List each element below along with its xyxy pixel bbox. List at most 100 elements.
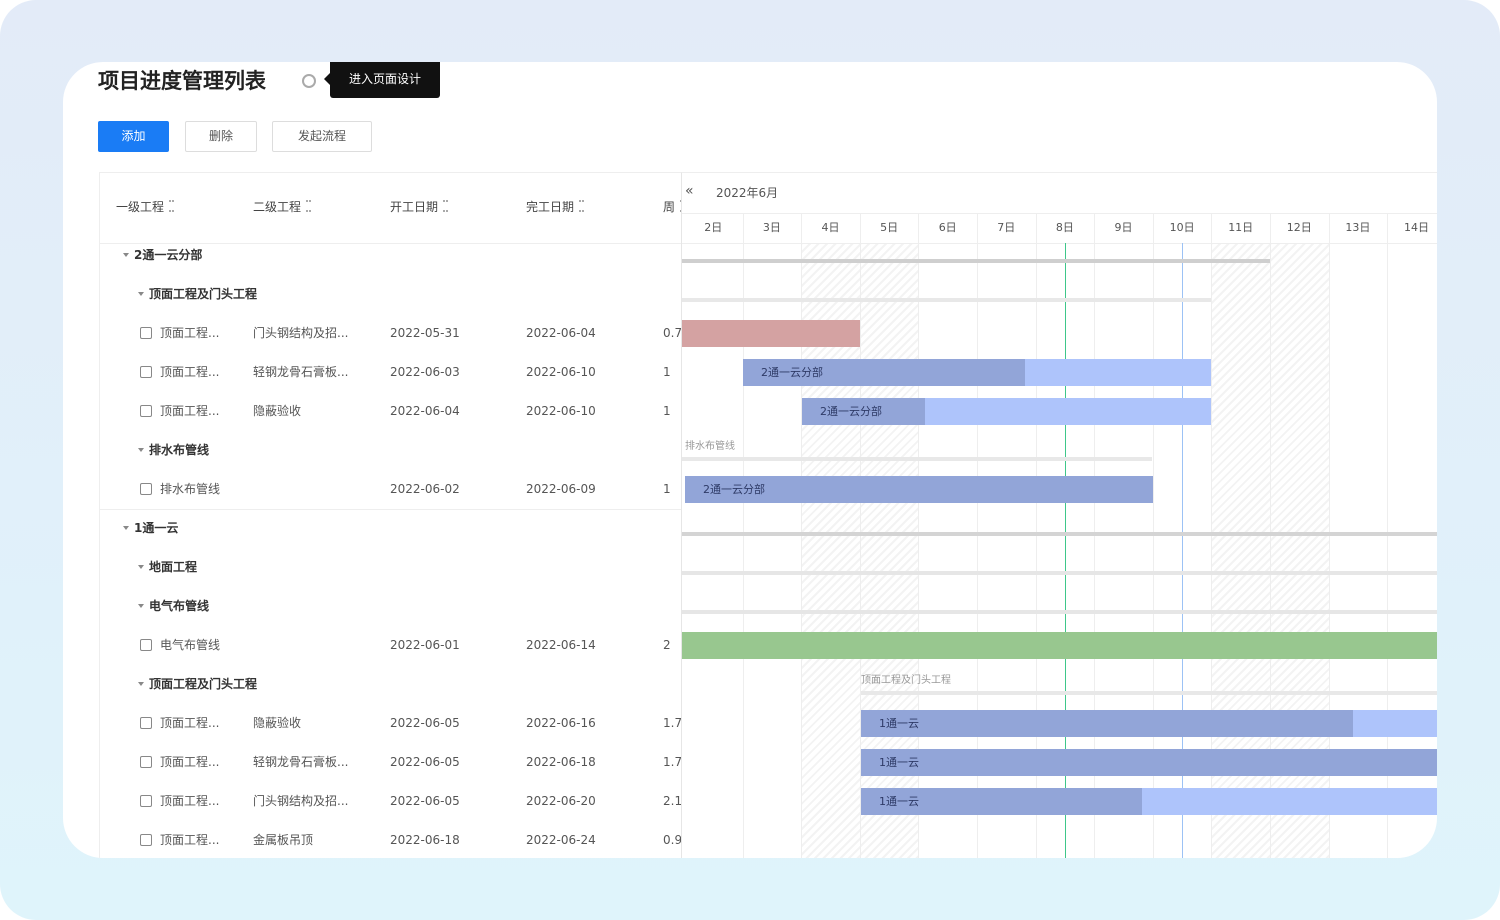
group-label: 1通一云 — [134, 521, 179, 535]
toolbar-button[interactable]: 删除 — [185, 121, 257, 152]
tree-toggle[interactable] — [138, 682, 144, 686]
table-cell: 排水布管线 — [160, 482, 221, 496]
summary-bar — [682, 571, 1437, 575]
task-progress — [861, 710, 1353, 737]
table-cell: 2022-06-04 — [390, 404, 460, 418]
bar-caption: 顶面工程及门头工程 — [861, 675, 951, 686]
column-header[interactable]: 二级工程 — [253, 200, 309, 214]
column-header[interactable]: 开工日期 — [390, 200, 446, 214]
table-cell: 轻钢龙骨石膏板... — [253, 365, 349, 379]
table-cell: 轻钢龙骨石膏板... — [253, 755, 349, 769]
column-header[interactable]: 周 — [663, 200, 681, 214]
header-divider — [100, 243, 681, 244]
tree-toggle[interactable] — [138, 565, 144, 569]
row-checkbox[interactable] — [140, 327, 152, 339]
day-label: 8日 — [1055, 221, 1074, 234]
table-cell: 1 — [663, 482, 671, 496]
task-progress — [802, 398, 925, 425]
tree-toggle[interactable] — [138, 604, 144, 608]
table-cell: 2022-06-10 — [526, 365, 596, 379]
table-cell: 1.7 — [663, 716, 681, 730]
page-title: 项目进度管理列表 — [98, 69, 266, 93]
task-progress — [743, 359, 1025, 386]
row-checkbox[interactable] — [140, 834, 152, 846]
settings-icon[interactable] — [302, 74, 316, 88]
day-label: 5日 — [880, 221, 899, 234]
header-line — [682, 243, 1437, 244]
day-label: 6日 — [938, 221, 957, 234]
table-cell: 2022-06-09 — [526, 482, 596, 496]
column-header[interactable]: 完工日期 — [526, 200, 582, 214]
tree-toggle[interactable] — [138, 448, 144, 452]
table-cell: 2 — [663, 638, 671, 652]
table-cell: 顶面工程... — [160, 833, 220, 847]
row-checkbox[interactable] — [140, 795, 152, 807]
today-line — [1065, 243, 1066, 858]
table-cell: 2022-05-31 — [390, 326, 460, 340]
day-label: 4日 — [821, 221, 840, 234]
group-label: 顶面工程及门头工程 — [149, 287, 258, 301]
table-cell: 金属板吊顶 — [253, 833, 314, 847]
tree-toggle[interactable] — [123, 526, 129, 530]
row-checkbox[interactable] — [140, 639, 152, 651]
bar-label: 1通一云 — [879, 795, 919, 808]
bar-label: 2通一云分部 — [761, 366, 823, 379]
table-cell: 2022-06-10 — [526, 404, 596, 418]
day-label: 9日 — [1114, 221, 1133, 234]
task-progress — [682, 320, 860, 347]
nav-button[interactable]: « — [685, 183, 694, 199]
task-progress — [685, 476, 1153, 503]
day-label: 2日 — [704, 221, 723, 234]
header-line — [682, 213, 1437, 214]
month-label: 2022年6月 — [716, 186, 779, 200]
row-checkbox[interactable] — [140, 405, 152, 417]
summary-bar — [682, 259, 1270, 263]
table-cell: 2022-06-18 — [390, 833, 460, 847]
tooltip: 进入页面设计 — [324, 62, 440, 98]
table-cell: 2022-06-14 — [526, 638, 596, 652]
table-cell: 顶面工程... — [160, 755, 220, 769]
group-label: 地面工程 — [149, 560, 198, 574]
table-cell: 顶面工程... — [160, 404, 220, 418]
summary-bar — [682, 457, 1152, 461]
table-cell: 电气布管线 — [160, 638, 221, 652]
table-cell: 隐蔽验收 — [253, 404, 302, 418]
toolbar-button[interactable]: 添加 — [98, 121, 169, 152]
row-checkbox[interactable] — [140, 366, 152, 378]
table-cell: 隐蔽验收 — [253, 716, 302, 730]
task-progress — [861, 749, 1437, 776]
task-progress — [682, 632, 1437, 659]
day-label: 7日 — [997, 221, 1016, 234]
table-cell: 0.7 — [663, 326, 681, 340]
row-checkbox[interactable] — [140, 717, 152, 729]
table-cell: 1 — [663, 365, 671, 379]
summary-bar — [682, 298, 1211, 302]
table: 一级工程 二级工程 开工日期 完工日期周 2通一云分部 顶面工程及门头工程 顶面工程... 门… — [99, 172, 681, 858]
group-label: 顶面工程及门头工程 — [149, 677, 258, 691]
day-label: 12日 — [1286, 221, 1312, 234]
row-checkbox[interactable] — [140, 756, 152, 768]
day-label: 10日 — [1169, 221, 1195, 234]
table-cell: 2022-06-05 — [390, 755, 460, 769]
table-cell: 2022-06-20 — [526, 794, 596, 808]
table-cell: 2022-06-01 — [390, 638, 460, 652]
row-checkbox[interactable] — [140, 483, 152, 495]
bar-label: 2通一云分部 — [820, 405, 882, 418]
table-cell: 2022-06-24 — [526, 833, 596, 847]
day-label: 3日 — [762, 221, 781, 234]
toolbar-button[interactable]: 发起流程 — [272, 121, 372, 152]
group-label: 2通一云分部 — [134, 248, 203, 262]
table-cell: 2022-06-05 — [390, 716, 460, 730]
marker-line — [1182, 243, 1183, 858]
summary-bar — [861, 691, 1437, 695]
table-cell: 2022-06-18 — [526, 755, 596, 769]
day-label: 14日 — [1403, 221, 1429, 234]
summary-bar — [682, 532, 1437, 536]
table-cell: 0.9 — [663, 833, 681, 847]
tree-toggle[interactable] — [123, 253, 129, 257]
column-header[interactable]: 一级工程 — [116, 200, 172, 214]
table-cell: 门头钢结构及招... — [253, 794, 349, 808]
tree-toggle[interactable] — [138, 292, 144, 296]
table-cell: 顶面工程... — [160, 326, 220, 340]
task-progress — [861, 788, 1142, 815]
